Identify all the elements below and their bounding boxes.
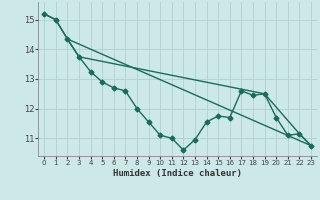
X-axis label: Humidex (Indice chaleur): Humidex (Indice chaleur) bbox=[113, 169, 242, 178]
